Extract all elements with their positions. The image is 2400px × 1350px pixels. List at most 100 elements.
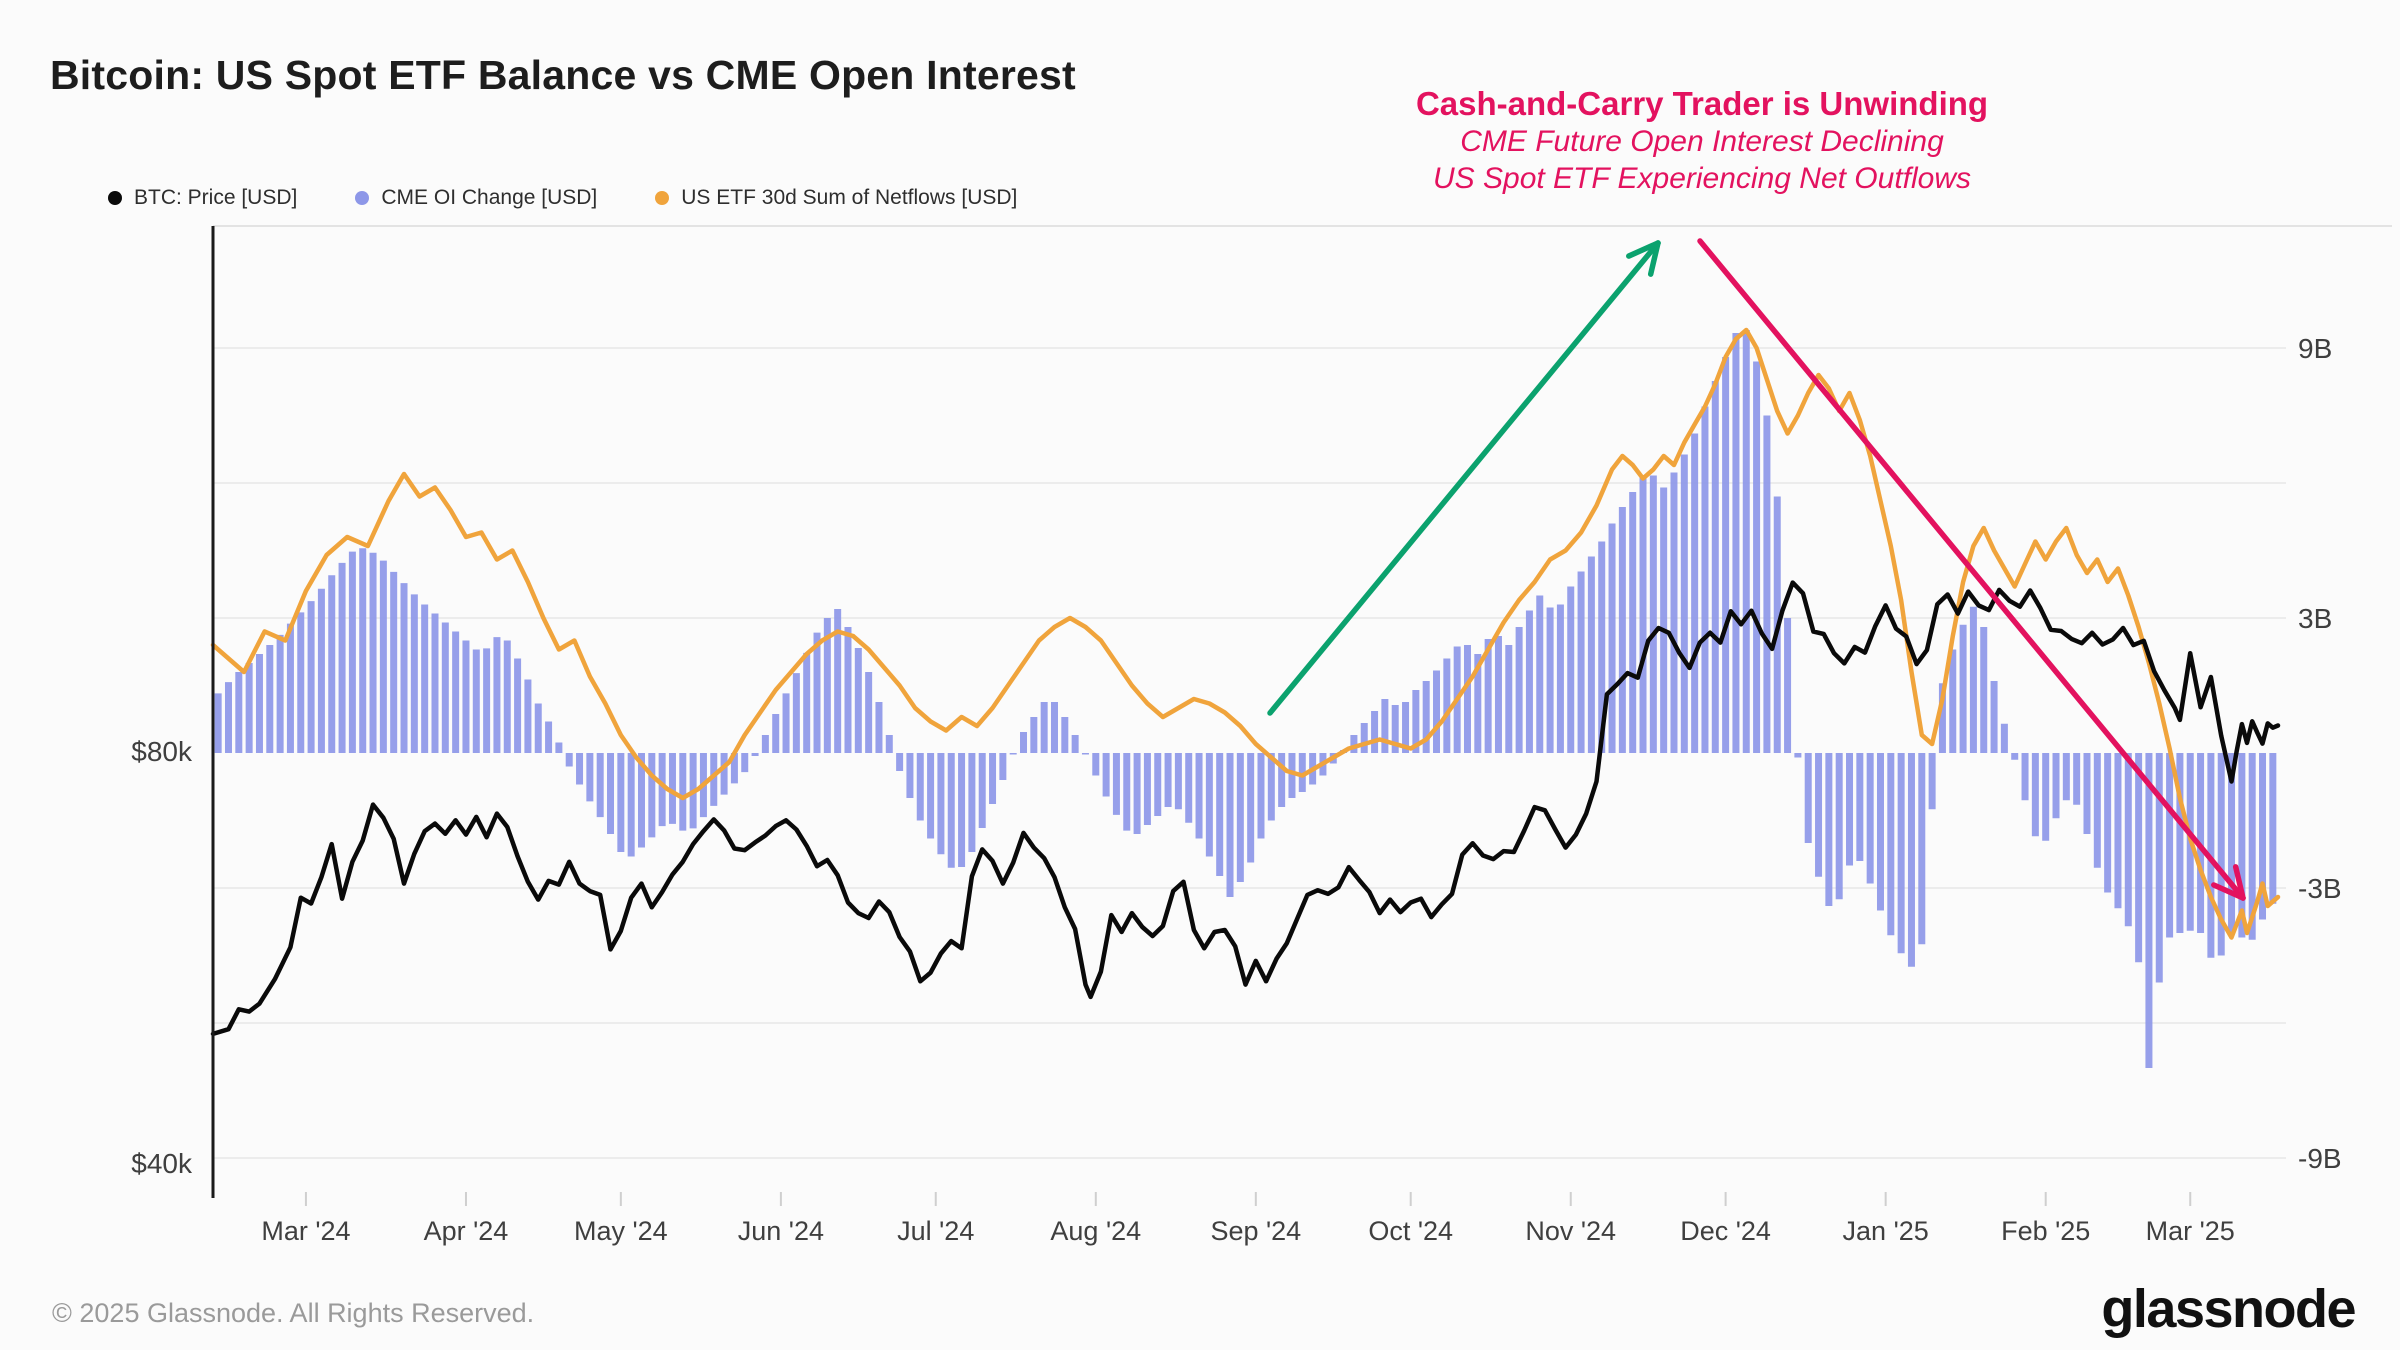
- oi-change-bar: [2217, 753, 2225, 956]
- oi-change-bar: [792, 673, 800, 753]
- oi-change-bar: [255, 654, 263, 753]
- oi-change-bar: [328, 575, 336, 753]
- oi-change-bar: [2052, 753, 2060, 819]
- oi-change-bar: [1856, 753, 1864, 861]
- oi-change-bar: [658, 753, 666, 827]
- oi-change-bar: [782, 693, 790, 753]
- legend-label: BTC: Price [USD]: [134, 186, 298, 209]
- oi-change-bar: [648, 753, 656, 838]
- oi-change-bar: [2083, 753, 2091, 834]
- annotation-heading: Cash-and-Carry Trader is Unwinding: [1415, 85, 1989, 122]
- oi-change-bar: [1474, 654, 1482, 753]
- oi-change-bar: [772, 714, 780, 753]
- oi-change-bar: [1949, 649, 1957, 753]
- oi-change-bar: [1267, 753, 1275, 821]
- oi-change-bar: [1587, 556, 1595, 753]
- oi-change-bar: [348, 551, 356, 753]
- oi-change-bar: [844, 627, 852, 753]
- oi-change-bar: [1866, 753, 1874, 884]
- oi-change-bar: [2259, 753, 2267, 920]
- oi-change-bar: [245, 663, 253, 753]
- oi-change-bar: [1876, 753, 1884, 911]
- oi-change-bar: [1835, 753, 1843, 900]
- oi-change-bar: [307, 601, 315, 753]
- oi-change-bar: [896, 753, 904, 771]
- oi-change-bar: [1360, 723, 1368, 753]
- annotation-callout: Cash-and-Carry Trader is Unwinding CME F…: [1416, 84, 1988, 197]
- oi-change-bar: [906, 753, 914, 798]
- oi-change-bar: [1577, 571, 1585, 753]
- oi-change-bar: [1784, 618, 1792, 753]
- oi-change-bar: [1515, 627, 1523, 753]
- oi-change-bar: [586, 753, 594, 802]
- oi-change-bar: [596, 753, 604, 818]
- oi-change-bar: [224, 682, 232, 753]
- legend-dot-icon: [655, 191, 670, 205]
- oi-change-bar: [968, 753, 976, 852]
- oi-change-bar: [421, 604, 429, 753]
- glassnode-logo: glassnode: [2101, 1279, 2356, 1339]
- oi-change-bar: [710, 753, 718, 806]
- oi-change-bar: [1071, 735, 1079, 753]
- oi-change-bar: [1174, 753, 1182, 810]
- oi-change-bar: [1794, 753, 1802, 758]
- oi-change-bar: [1938, 683, 1946, 753]
- oi-change-bar: [2176, 753, 2184, 933]
- oi-change-bar: [2155, 753, 2163, 983]
- oi-change-bar: [1433, 670, 1441, 753]
- oi-change-bar: [2269, 753, 2277, 904]
- oi-change-bar: [1257, 753, 1265, 839]
- oi-change-bar: [2000, 723, 2008, 753]
- oi-change-bar: [2238, 753, 2246, 938]
- y-right-label: -3B: [2298, 873, 2342, 904]
- oi-change-bar: [1298, 753, 1306, 792]
- oi-change-bar: [317, 588, 325, 753]
- legend-item: BTC: Price [USD]: [108, 186, 297, 210]
- oi-change-bar: [493, 637, 501, 753]
- oi-change-bar: [1288, 753, 1296, 798]
- oi-change-bar: [1815, 753, 1823, 877]
- oi-change-bar: [2228, 753, 2236, 933]
- oi-change-bar: [390, 571, 398, 753]
- legend-dot-icon: [355, 191, 370, 205]
- oi-change-bar: [1525, 610, 1533, 753]
- y-right-label: 3B: [2298, 603, 2332, 634]
- oi-change-bar: [441, 622, 449, 753]
- oi-change-bar: [627, 753, 635, 857]
- oi-change-bar: [514, 658, 522, 753]
- oi-change-bar: [235, 672, 243, 753]
- y-left-label: $40k: [131, 1148, 193, 1179]
- oi-change-bar: [338, 562, 346, 753]
- chart-legend: BTC: Price [USD] CME OI Change [USD] US ET…: [108, 186, 1017, 210]
- oi-change-bar: [1928, 753, 1936, 810]
- x-tick-label: Jan '25: [1843, 1216, 1929, 1246]
- oi-change-bar: [2114, 753, 2122, 909]
- oi-change-bar: [2124, 753, 2132, 927]
- btc-price-line: [210, 580, 2281, 1037]
- oi-change-bar: [2021, 753, 2029, 801]
- oi-change-bar: [400, 583, 408, 753]
- etf-netflows-line: [210, 327, 2281, 940]
- oi-change-bar: [947, 753, 955, 868]
- oi-change-bar: [297, 612, 305, 753]
- oi-change-bar: [854, 648, 862, 753]
- oi-change-bar: [1598, 541, 1606, 753]
- y-left-label: $80k: [131, 736, 193, 767]
- oi-change-bar: [1381, 699, 1389, 753]
- oi-change-bar: [2031, 753, 2039, 837]
- oi-change-bar: [958, 753, 966, 867]
- oi-change-bar: [1546, 607, 1554, 753]
- oi-change-bar: [1030, 717, 1038, 753]
- oi-change-bar: [2166, 753, 2174, 938]
- oi-change-bar: [875, 702, 883, 753]
- oi-change-bar: [1484, 639, 1492, 753]
- oi-change-bar: [730, 753, 738, 784]
- oi-change-bar: [2145, 753, 2153, 1068]
- oi-change-bar: [1164, 753, 1172, 807]
- oi-change-bar: [1371, 711, 1379, 753]
- oi-change-bar: [1918, 753, 1926, 945]
- oi-change-bar: [1009, 753, 1017, 755]
- oi-change-bar: [1753, 361, 1761, 753]
- oi-change-bar: [1722, 357, 1730, 753]
- oi-change-bar: [2011, 753, 2019, 760]
